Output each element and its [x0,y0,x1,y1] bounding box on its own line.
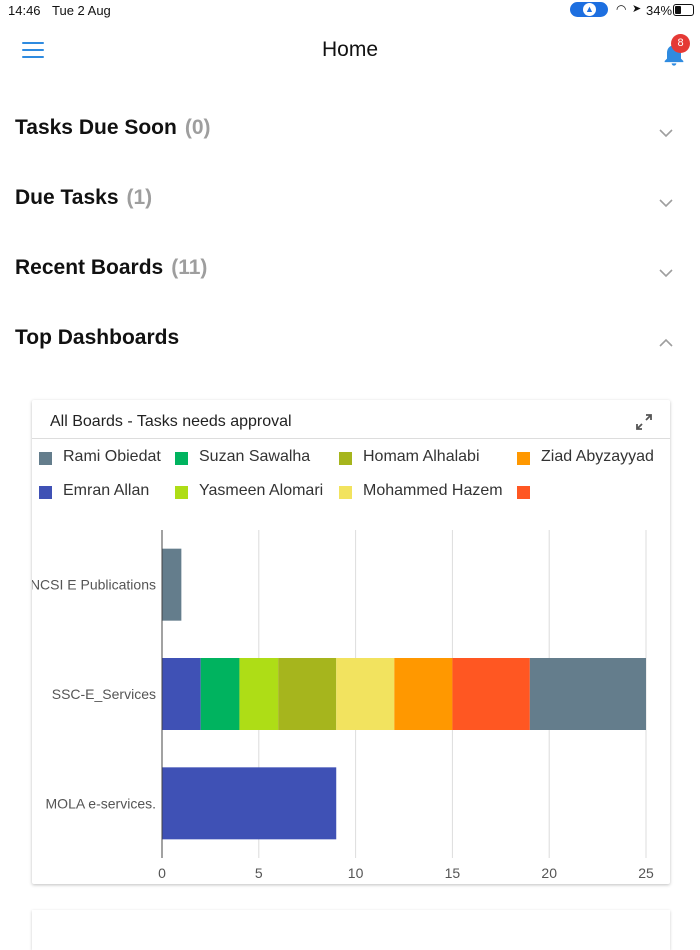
legend-swatch [339,486,352,499]
bar-segment [529,658,646,730]
y-category-label: NCSI E Publications [32,577,156,593]
section-recent-boards[interactable]: Recent Boards (11) [15,256,675,296]
next-dashboard-card [32,910,670,950]
section-count: (0) [184,116,211,139]
wifi-icon: ◠ [616,2,627,16]
section-title: Due Tasks [15,186,119,209]
page-title: Home [321,38,379,61]
section-count: (11) [171,256,208,279]
bar-segment [278,658,337,730]
legend-label: Ziad Abyzayyad [541,448,654,465]
x-tick-label: 15 [445,865,461,881]
bar-segment [394,658,453,730]
legend-swatch [39,486,52,499]
x-tick-label: 10 [348,865,364,881]
stacked-bar-chart: 0 5 10 15 20 25 NCSI E Publications SSC-E_Servi… [32,530,654,881]
hamburger-menu-icon[interactable] [22,42,44,60]
section-title: Tasks Due Soon [15,116,177,139]
section-top-dashboards[interactable]: Top Dashboards [15,326,675,366]
y-category-label: MOLA e-services. [46,795,156,811]
expand-icon[interactable] [635,413,653,431]
battery-icon [673,4,694,16]
section-title: Top Dashboards [15,326,180,349]
bar-segment [162,658,201,730]
legend-swatch [517,452,530,465]
legend-swatch [339,452,352,465]
chevron-up-icon [659,338,673,347]
location-icon: ➤ [632,3,642,15]
x-tick-label: 5 [255,865,263,881]
status-bar: 14:46 Tue 2 Aug ▲ ◠ ➤ 34% [0,0,700,22]
chevron-down-icon [659,129,673,138]
section-due-tasks[interactable]: Due Tasks (1) [15,186,675,226]
dashboard-chart-card: All Boards - Tasks needs approval Rami O… [32,400,670,884]
legend-label: Rami Obiedat [63,448,161,465]
y-category-label: SSC-E_Services [52,686,156,702]
legend-swatch [517,486,530,499]
bar-segment [452,658,530,730]
legend-label: Yasmeen Alomari [199,482,324,499]
app-header: Home 8 [0,26,700,76]
chevron-down-icon [659,199,673,208]
bar-segment [200,658,240,730]
bar-segment [239,658,279,730]
card-divider [32,438,670,439]
legend-label: Emran Allan [63,482,150,499]
legend-label: Mohammed Hazem [363,482,503,499]
navigation-indicator: ▲ [570,2,608,17]
legend-label: Homam Alhalabi [363,448,480,465]
legend-swatch [175,486,188,499]
legend-label: Suzan Sawalha [199,448,311,465]
notification-count-badge: 8 [671,34,690,53]
legend-swatch [175,452,188,465]
status-time: 14:46 [8,3,41,18]
navigation-arrow-icon: ▲ [583,3,596,16]
x-tick-label: 20 [541,865,557,881]
bar-segment [336,658,395,730]
chart-title: All Boards - Tasks needs approval [50,413,292,430]
x-tick-label: 0 [158,865,166,881]
section-title: Recent Boards [15,256,164,279]
bar-segment [162,548,182,621]
battery-percent: 34% [646,3,673,18]
legend-swatch [39,452,52,465]
section-tasks-due-soon[interactable]: Tasks Due Soon (0) [15,116,675,156]
x-tick-label: 25 [638,865,654,881]
bar-segment [162,767,337,840]
chevron-down-icon [659,269,673,278]
section-count: (1) [126,186,153,209]
status-date: Tue 2 Aug [52,3,111,18]
